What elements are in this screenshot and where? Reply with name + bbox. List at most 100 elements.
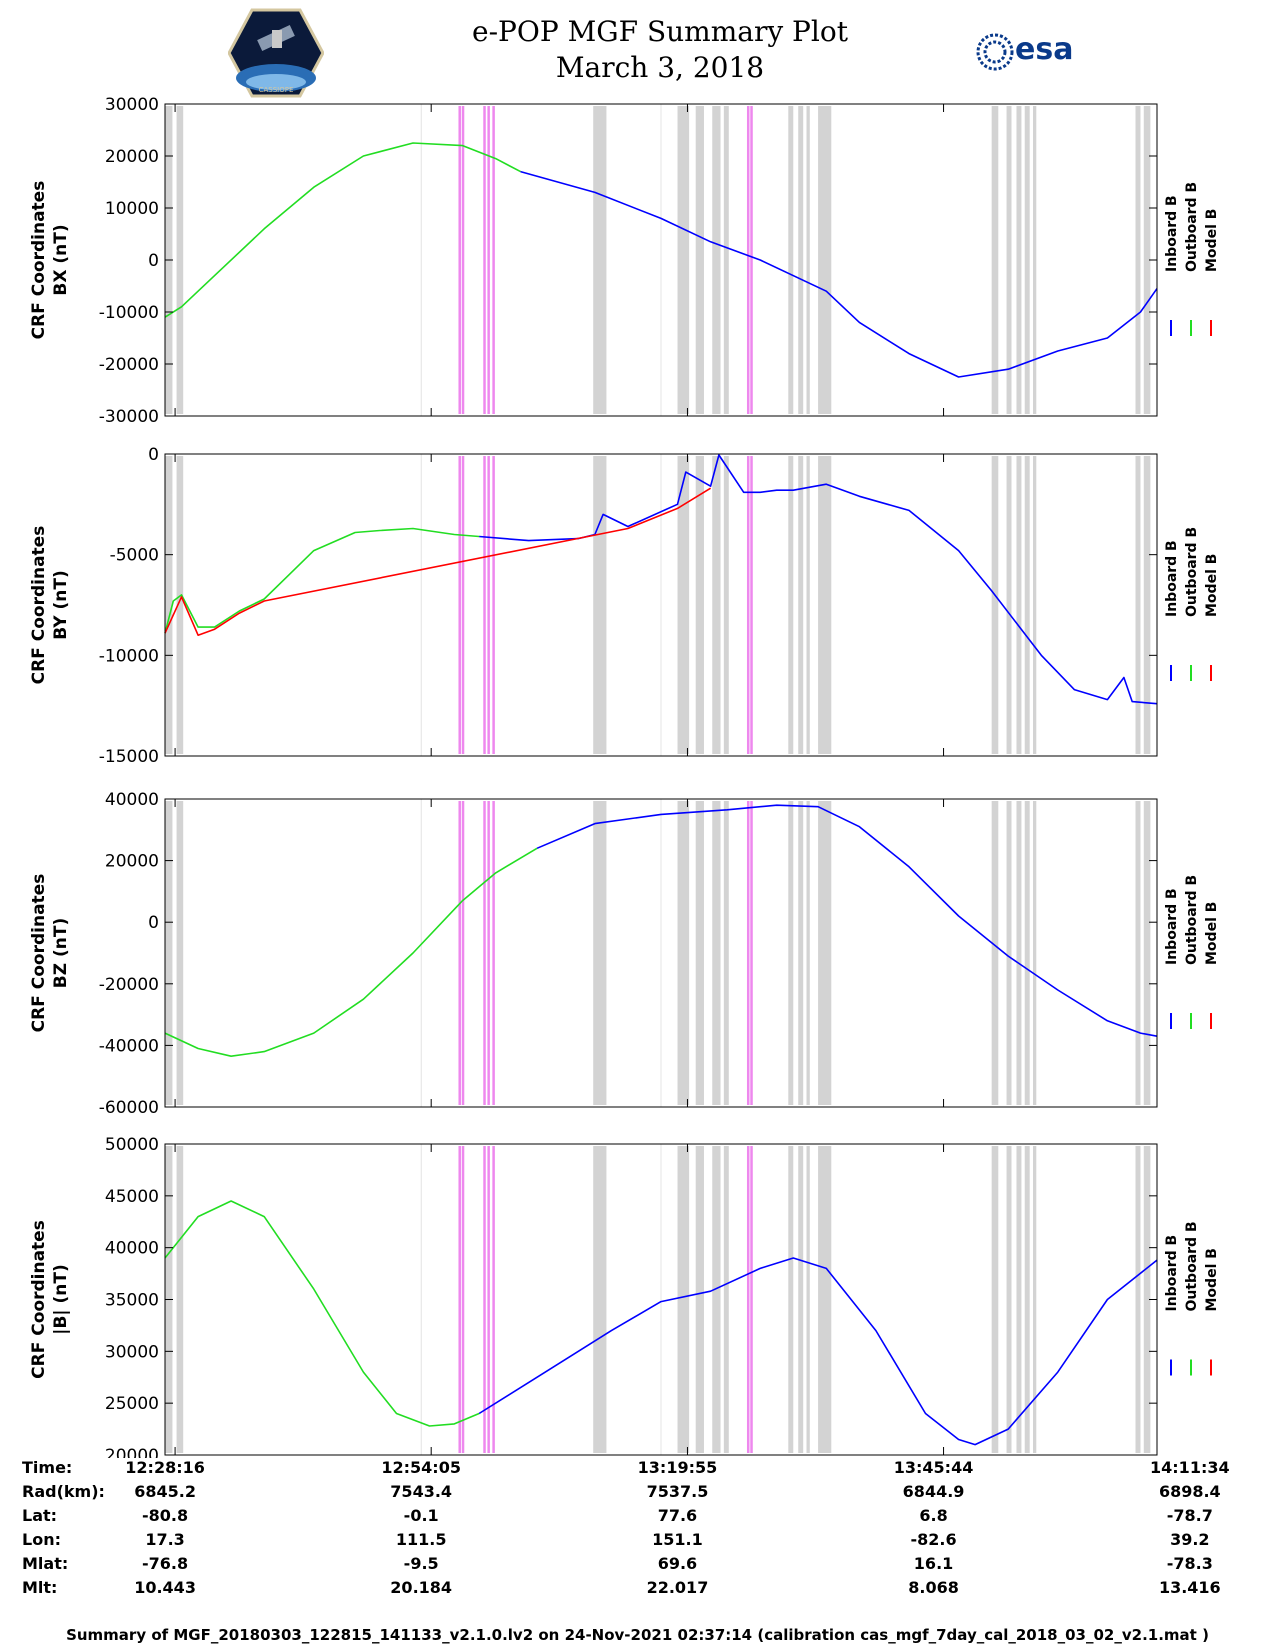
orbit-info-value: 13:19:55 xyxy=(637,1458,718,1477)
orbit-info-label: Rad(km): xyxy=(22,1482,105,1501)
y-tick-label: -10000 xyxy=(99,303,159,323)
orbit-info-value: -78.3 xyxy=(1166,1554,1213,1573)
data-gap-band xyxy=(798,106,804,414)
legend-label: Inboard B xyxy=(1164,195,1180,272)
panel-2: -15000 -10000 -5000 0 CRF Coordinates BY (nT)… xyxy=(29,445,1220,767)
y-tick-label: 10000 xyxy=(105,199,159,219)
y-tick-label: 25000 xyxy=(105,1394,159,1414)
orbit-info-table: Time: 12:28:16 12:54:05 13:19:55 13:45:44 14:… xyxy=(0,1458,1275,1648)
event-marker-line xyxy=(746,801,750,1105)
data-gap-band xyxy=(677,1146,690,1453)
y-tick-label: 0 xyxy=(148,913,159,933)
title-line-1: e-POP MGF Summary Plot xyxy=(472,15,848,48)
event-marker-line xyxy=(492,1146,495,1453)
data-gap-band xyxy=(723,801,729,1105)
data-gap-band xyxy=(1024,456,1030,754)
y-tick-label: -20000 xyxy=(99,975,159,995)
esa-logo: esa xyxy=(975,30,1095,74)
data-gap-band xyxy=(1006,1146,1012,1453)
event-marker-line xyxy=(487,1146,490,1453)
orbit-info-value: 7537.5 xyxy=(646,1482,709,1501)
event-marker-line xyxy=(483,801,486,1105)
data-gap-band xyxy=(695,106,704,414)
data-gap-band xyxy=(1033,1146,1037,1453)
event-marker-line xyxy=(750,106,753,414)
legend-label: Outboard B xyxy=(1184,875,1200,965)
data-gap-band xyxy=(818,801,832,1105)
series-line-model xyxy=(164,487,712,637)
data-gap-band xyxy=(176,801,184,1105)
legend-label: Model B xyxy=(1204,1248,1220,1311)
event-marker-line xyxy=(483,106,486,414)
y-axis-label-line-2: BX (nT) xyxy=(51,224,71,295)
data-gap-band xyxy=(788,1146,794,1453)
orbit-info-value: -78.7 xyxy=(1166,1506,1213,1525)
series-line-outboard xyxy=(164,527,480,634)
y-axis-label-line-2: |B| (nT) xyxy=(51,1264,71,1335)
orbit-info-value: -76.8 xyxy=(142,1554,189,1573)
data-gap-band xyxy=(1016,1146,1022,1453)
orbit-info-row: Lat: -80.8 -0.1 77.6 6.8 -78.7 xyxy=(0,1506,1275,1530)
event-marker-line xyxy=(750,456,753,754)
data-gap-band xyxy=(1016,801,1022,1105)
data-gap-band xyxy=(806,456,810,754)
data-gap-band xyxy=(1033,801,1037,1105)
y-tick-label: -5000 xyxy=(110,546,159,566)
legend-label: Outboard B xyxy=(1184,527,1200,617)
legend: Inboard B Outboard B Model B xyxy=(1164,1221,1220,1376)
orbit-info-value: 14:11:34 xyxy=(1150,1458,1230,1477)
y-tick-label: 30000 xyxy=(105,1342,159,1362)
orbit-info-value: 69.6 xyxy=(657,1554,698,1573)
data-gap-band xyxy=(991,106,999,414)
data-gap-band xyxy=(1016,456,1022,754)
data-gap-band xyxy=(1135,1146,1141,1453)
data-gap-band xyxy=(798,801,804,1105)
orbit-info-value: 20.184 xyxy=(390,1578,453,1597)
data-gap-band xyxy=(593,801,607,1105)
event-marker-line xyxy=(750,1146,753,1453)
event-marker-line xyxy=(461,1146,465,1453)
orbit-info-value: 39.2 xyxy=(1170,1530,1210,1549)
data-gap-band xyxy=(176,456,184,754)
orbit-info-row: Time: 12:28:16 12:54:05 13:19:55 13:45:44 14:… xyxy=(0,1458,1275,1482)
y-tick-label: 35000 xyxy=(105,1291,159,1311)
data-gap-band xyxy=(1006,106,1012,414)
event-marker-line xyxy=(487,456,490,754)
orbit-info-value: 16.1 xyxy=(913,1554,954,1573)
orbit-info-label: Lon: xyxy=(22,1530,61,1549)
data-gap-band xyxy=(165,801,173,1105)
event-marker-line xyxy=(746,1146,750,1453)
orbit-info-label: Lat: xyxy=(22,1506,58,1525)
data-gap-band xyxy=(1024,106,1030,414)
data-gap-band xyxy=(818,456,832,754)
orbit-info-value: 13.416 xyxy=(1158,1578,1221,1597)
series-line-outboard xyxy=(164,142,521,318)
data-gap-band xyxy=(695,456,704,754)
data-gap-band xyxy=(788,456,794,754)
orbit-info-value: 8.068 xyxy=(908,1578,959,1597)
cassiope-logo: CASSIOPE xyxy=(227,8,325,98)
y-axis-label-line-1: CRF Coordinates xyxy=(29,526,49,685)
data-gap-band xyxy=(806,106,810,414)
legend: Inboard B Outboard B Model B xyxy=(1164,182,1220,336)
y-tick-label: 40000 xyxy=(105,790,159,810)
plot-header: CASSIOPE e-POP MGF Summary Plot March 3,… xyxy=(0,0,1275,100)
y-axis-label-line-2: BY (nT) xyxy=(51,570,71,640)
orbit-info-value: -80.8 xyxy=(142,1506,189,1525)
event-marker-line xyxy=(458,456,461,754)
event-marker-line xyxy=(492,456,495,754)
data-gap-band xyxy=(1016,106,1022,414)
plot-title: e-POP MGF Summary Plot March 3, 2018 xyxy=(380,14,940,86)
orbit-info-value: 12:54:05 xyxy=(381,1458,461,1477)
orbit-info-value: 12:28:16 xyxy=(125,1458,205,1477)
orbit-info-value: 22.017 xyxy=(646,1578,709,1597)
data-gap-band xyxy=(677,801,690,1105)
orbit-info-value: 6898.4 xyxy=(1158,1482,1221,1501)
data-gap-band xyxy=(712,1146,721,1453)
data-gap-band xyxy=(818,106,832,414)
orbit-info-value: 17.3 xyxy=(145,1530,185,1549)
orbit-info-value: 6.8 xyxy=(919,1506,948,1525)
data-gap-band xyxy=(1135,106,1141,414)
orbit-info-row: Lon: 17.3 111.5 151.1 -82.6 39.2 xyxy=(0,1530,1275,1554)
y-tick-label: 30000 xyxy=(105,95,159,115)
